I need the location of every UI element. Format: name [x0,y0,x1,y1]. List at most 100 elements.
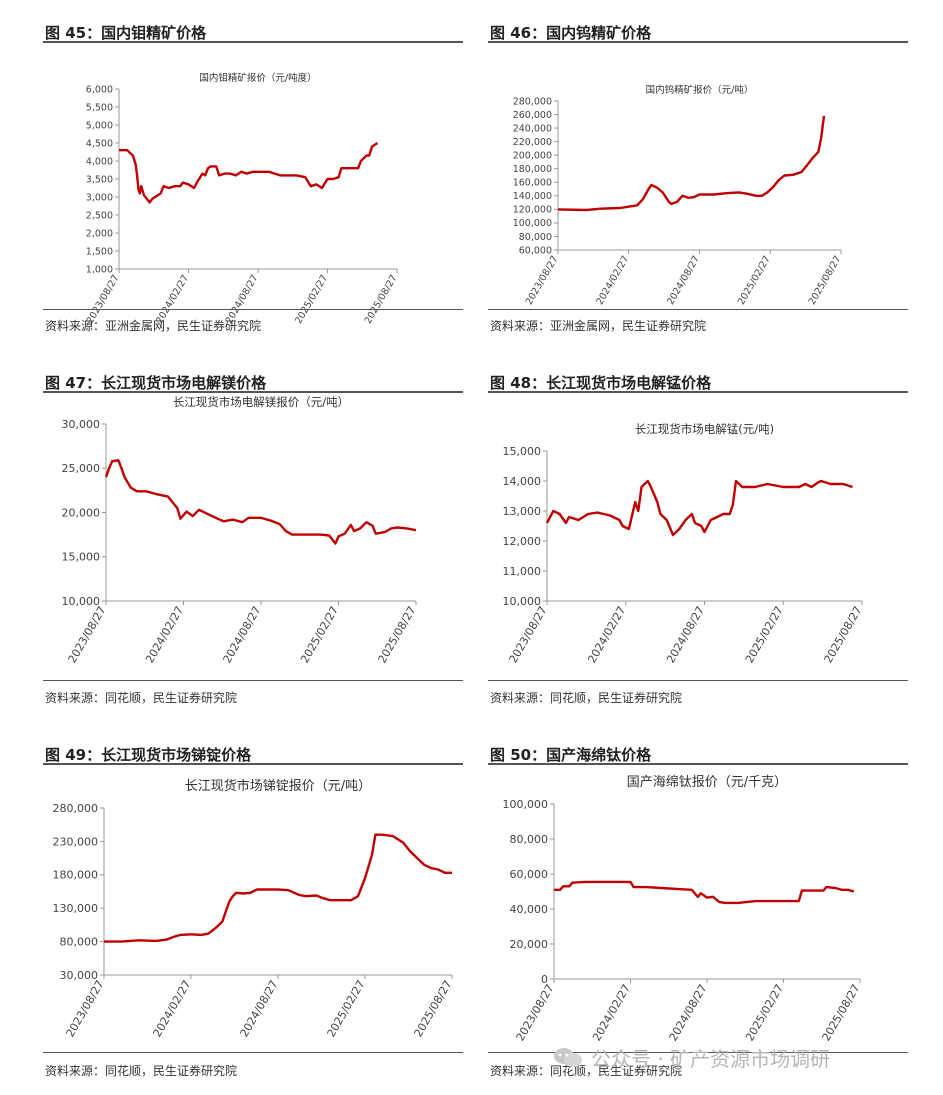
source-note: 资料来源：亚洲金属网，民生证券研究院 [45,319,262,333]
y-tick-label: 3,500 [86,174,113,185]
source-rule [488,309,908,310]
price-series-line [554,880,855,905]
figure-title: 图 49：长江现货市场锑锭价格 [45,746,252,764]
y-tick-label: 0 [541,973,548,986]
title-rule [43,763,463,765]
x-tick-label: 2024/08/27 [238,978,281,1039]
y-tick-label: 180,000 [513,164,552,175]
x-tick-label: 2025/08/27 [363,273,400,326]
titanium-sponge-price-chart: 国产海绵钛报价（元/千克） 0 20,000 40,000 60,000 80,000 10… [503,775,863,1043]
figure-title: 图 50：国产海绵钛价格 [490,746,652,764]
chart-title: 国产海绵钛报价（元/千克） [627,775,787,790]
title-rule [488,763,908,765]
x-tick-label: 2024/08/27 [664,604,707,665]
x-tick-label: 2023/08/27 [64,978,107,1039]
manganese-price-chart: 长江现货市场电解锰(元/吨) 10,000 11,000 12,000 13,000 14… [503,422,865,665]
y-tick-label: 120,000 [513,205,552,216]
x-tick-label: 2025/02/27 [293,273,330,326]
x-tick-label: 2023/08/27 [514,982,557,1043]
y-tick-label: 220,000 [513,137,552,148]
source-rule [43,680,463,681]
x-tick-label: 2023/08/27 [524,254,561,307]
source-note: 资料来源：同花顺，民生证券研究院 [45,1064,238,1078]
y-tick-label: 80,000 [60,935,99,948]
y-tick-label: 80,000 [510,833,549,846]
price-series-line [104,459,417,545]
x-tick-label: 2025/02/27 [743,604,786,665]
y-tick-label: 20,000 [62,506,101,519]
y-tick-label: 1,500 [86,246,113,257]
y-tick-label: 25,000 [62,462,101,475]
figure-title: 图 47：长江现货市场电解镁价格 [45,374,267,392]
y-tick-label: 30,000 [60,969,99,982]
y-tick-label: 230,000 [53,835,99,848]
y-tick-label: 260,000 [513,110,552,121]
source-rule [43,1052,463,1053]
x-tick-label: 2024/02/27 [590,982,633,1043]
y-tick-label: 5,500 [86,102,113,113]
y-tick-label: 2,000 [86,228,113,239]
x-tick-label: 2025/08/27 [807,254,844,307]
y-tick-label: 5,000 [86,120,113,131]
y-tick-label: 12,000 [503,535,542,548]
source-note: 资料来源：亚洲金属网，民生证券研究院 [490,319,707,333]
y-tick-label: 4,500 [86,138,113,149]
x-tick-label: 2025/08/27 [412,978,455,1039]
title-rule [488,391,908,393]
y-tick-label: 60,000 [519,245,552,256]
chart-title: 长江现货市场锑锭报价（元/吨） [185,778,371,794]
chart-title: 国内钨精矿报价（元/吨） [646,84,754,96]
y-tick-label: 80,000 [519,232,552,243]
y-tick-label: 3,000 [86,192,113,203]
y-tick-label: 11,000 [503,565,542,578]
title-rule [488,41,908,43]
x-tick-label: 2025/08/27 [820,982,863,1043]
source-rule [488,1052,908,1053]
title-rule [43,391,463,393]
price-series-line [119,141,379,204]
source-note: 资料来源：同花顺，民生证券研究院 [45,691,238,705]
y-tick-label: 13,000 [503,505,542,518]
x-tick-label: 2024/02/27 [151,978,194,1039]
x-tick-label: 2024/08/27 [667,982,710,1043]
y-tick-label: 1,000 [86,264,113,275]
y-tick-label: 15,000 [62,551,101,564]
y-tick-label: 180,000 [53,869,99,882]
figure-title: 图 45：国内钼精矿价格 [45,24,207,42]
y-tick-label: 100,000 [503,798,549,811]
y-tick-label: 100,000 [513,218,552,229]
magnesium-price-chart: 长江现货市场电解镁报价（元/吨） 10,000 15,000 20,000 25,000… [62,395,419,665]
x-tick-label: 2025/08/27 [822,604,865,665]
y-tick-label: 4,000 [86,156,113,167]
source-note: 资料来源：同花顺，民生证券研究院 [490,691,683,705]
y-tick-label: 14,000 [503,475,542,488]
tungsten-price-chart: 国内钨精矿报价（元/吨） 60,000 80,000 100,000 120,000 14… [513,84,844,307]
x-tick-label: 2025/02/27 [298,604,341,665]
x-tick-label: 2024/08/27 [665,254,702,307]
antimony-price-chart: 长江现货市场锑锭报价（元/吨） 30,000 80,000 130,000 180,00… [53,778,455,1039]
y-tick-label: 130,000 [53,902,99,915]
y-tick-label: 280,000 [513,96,552,107]
x-tick-label: 2025/02/27 [325,978,368,1039]
x-tick-label: 2023/08/27 [507,604,550,665]
chart-title: 长江现货市场电解镁报价（元/吨） [173,395,349,409]
y-tick-label: 2,500 [86,210,113,221]
y-tick-label: 40,000 [510,903,549,916]
x-tick-label: 2024/02/27 [594,254,631,307]
source-note: 资料来源：同花顺，民生证券研究院 [490,1064,683,1078]
chart-title: 长江现货市场电解锰(元/吨) [635,422,774,436]
y-tick-label: 20,000 [510,938,549,951]
molybdenum-price-chart: 国内钼精矿报价（元/吨度） 1,000 1,500 2,000 2,500 3,000 3,… [85,72,400,326]
x-tick-label: 2024/08/27 [221,604,264,665]
price-series-line [557,115,826,212]
title-rule [43,41,463,43]
source-rule [488,680,908,681]
watermark-text: 公众号 · 矿产资源市场调研 [591,1047,831,1071]
y-tick-label: 10,000 [62,595,101,608]
price-series-line [104,833,452,943]
figure-title: 图 48：长江现货市场电解锰价格 [490,374,712,392]
y-tick-label: 240,000 [513,123,552,134]
x-tick-label: 2025/02/27 [743,982,786,1043]
y-tick-label: 60,000 [510,868,549,881]
price-series-line [545,479,853,537]
